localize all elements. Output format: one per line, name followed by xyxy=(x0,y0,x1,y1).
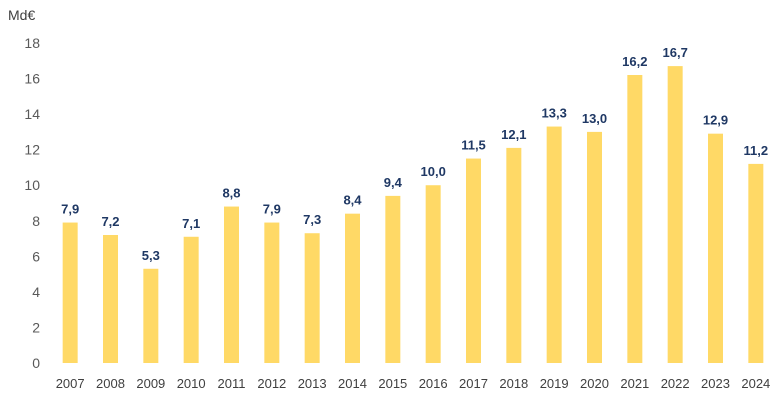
bar-2013 xyxy=(304,233,320,363)
y-axis-ticks: 0 2 4 6 8 10 12 14 16 18 xyxy=(24,35,40,371)
bar-2014 xyxy=(345,213,360,363)
data-label-2012: 7,9 xyxy=(263,202,281,217)
x-tick-label: 2019 xyxy=(540,376,569,391)
x-tick-label: 2015 xyxy=(378,376,407,391)
bar-2016 xyxy=(425,185,441,363)
x-tick-label: 2017 xyxy=(459,376,488,391)
x-tick-label: 2021 xyxy=(620,376,649,391)
y-tick-label: 2 xyxy=(32,319,40,335)
bar-2007 xyxy=(62,222,78,363)
x-tick-label: 2010 xyxy=(177,376,206,391)
bar-2018 xyxy=(506,147,522,363)
data-label-2024: 11,2 xyxy=(744,143,769,158)
x-tick-label: 2012 xyxy=(257,376,286,391)
x-tick-label: 2020 xyxy=(580,376,609,391)
bar-2009 xyxy=(143,268,159,363)
data-label-2013: 7,3 xyxy=(303,212,321,227)
bar-2012 xyxy=(264,222,280,363)
bar-2010 xyxy=(183,236,199,363)
data-label-2021: 16,2 xyxy=(622,54,647,69)
y-tick-label: 6 xyxy=(32,248,40,264)
data-label-2010: 7,1 xyxy=(182,216,200,231)
y-tick-label: 16 xyxy=(24,71,40,87)
y-axis-unit-label: Md€ xyxy=(8,7,35,23)
data-label-2022: 16,7 xyxy=(663,45,688,60)
x-tick-label: 2024 xyxy=(741,376,770,391)
y-tick-label: 4 xyxy=(32,284,40,300)
data-label-2018: 12,1 xyxy=(501,127,526,142)
bar-2019 xyxy=(546,126,562,363)
bar-2023 xyxy=(708,133,723,363)
data-label-2017: 11,5 xyxy=(461,138,486,153)
data-label-2009: 5,3 xyxy=(142,248,160,263)
bar-2024 xyxy=(748,163,764,363)
data-label-2015: 9,4 xyxy=(384,175,403,190)
y-tick-label: 10 xyxy=(24,177,40,193)
bar-2020 xyxy=(587,131,602,363)
data-labels: 7,9 7,2 5,3 7,1 8,8 7,9 7,3 8,4 9,4 10,0 11,5 12,1 1… xyxy=(61,45,768,263)
bar-2022 xyxy=(667,66,683,363)
data-label-2016: 10,0 xyxy=(421,164,446,179)
x-tick-label: 2009 xyxy=(136,376,165,391)
data-label-2011: 8,8 xyxy=(222,186,240,201)
x-tick-label: 2014 xyxy=(338,376,367,391)
x-tick-label: 2016 xyxy=(419,376,448,391)
data-label-2008: 7,2 xyxy=(101,214,119,229)
x-tick-label: 2022 xyxy=(661,376,690,391)
bar-2011 xyxy=(224,206,239,363)
y-tick-label: 18 xyxy=(24,35,40,51)
data-label-2014: 8,4 xyxy=(343,193,362,208)
bar-2008 xyxy=(103,235,118,363)
y-tick-label: 8 xyxy=(32,213,40,229)
y-tick-label: 0 xyxy=(32,355,40,371)
bar-2017 xyxy=(466,158,481,363)
y-tick-label: 14 xyxy=(24,106,40,122)
x-tick-label: 2013 xyxy=(298,376,327,391)
x-tick-label: 2008 xyxy=(96,376,125,391)
data-label-2007: 7,9 xyxy=(61,202,79,217)
x-tick-label: 2018 xyxy=(499,376,528,391)
x-tick-label: 2007 xyxy=(56,376,85,391)
x-tick-label: 2011 xyxy=(218,376,246,391)
data-label-2020: 13,0 xyxy=(582,111,607,126)
x-axis-ticks: 2007 2008 2009 2010 2011 2012 2013 2014 2015 2016… xyxy=(56,376,771,391)
bars xyxy=(62,66,764,363)
x-tick-label: 2023 xyxy=(701,376,730,391)
bar-2015 xyxy=(385,195,401,363)
data-label-2023: 12,9 xyxy=(703,113,728,128)
y-tick-label: 12 xyxy=(24,142,40,158)
bar-2021 xyxy=(627,75,643,363)
data-label-2019: 13,3 xyxy=(542,106,567,121)
